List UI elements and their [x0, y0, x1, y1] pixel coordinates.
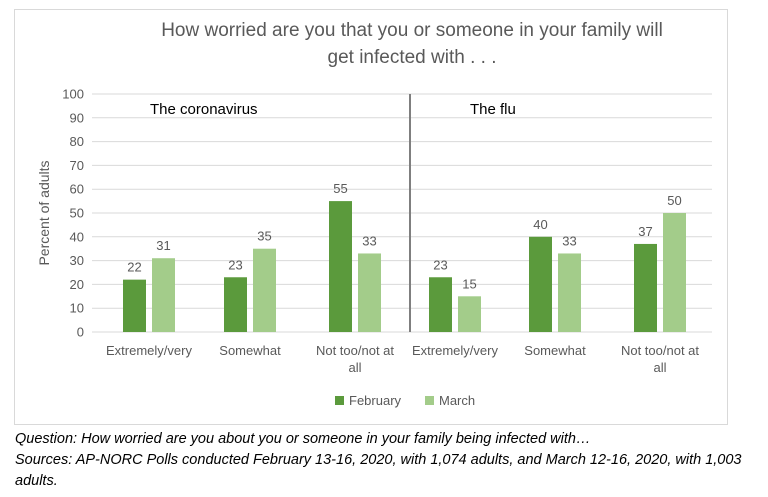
y-axis-label: Percent of adults	[36, 160, 52, 265]
caption-question: Question: How worried are you about you …	[15, 431, 591, 447]
y-tick-label-10: 10	[70, 301, 84, 316]
data-label-february-1-3: 55	[333, 181, 347, 196]
data-label-march-2-2: 33	[562, 233, 576, 248]
y-tick-label-30: 30	[70, 253, 84, 268]
y-tick-label-50: 50	[70, 206, 84, 221]
bar-february-1-2	[224, 277, 247, 332]
bar-march-1-1	[152, 258, 175, 332]
x-tick-label-2-1: Extremely/very	[412, 343, 498, 358]
data-label-march-2-1: 15	[462, 276, 476, 291]
chart-frame	[14, 9, 728, 425]
x-tick-label-1-3-line-2: all	[348, 360, 361, 375]
y-tick-label-60: 60	[70, 182, 84, 197]
legend-item-march: March	[425, 393, 475, 408]
bar-february-2-3	[634, 243, 657, 332]
y-tick-label-90: 90	[70, 110, 84, 125]
bar-march-1-3	[358, 253, 381, 332]
data-label-march-2-3: 50	[667, 193, 681, 208]
chart-title-line-1: How worried are you that you or someone …	[161, 20, 663, 41]
y-tick-label-100: 100	[62, 87, 84, 102]
data-label-february-1-1: 22	[127, 260, 141, 275]
data-label-march-1-3: 33	[362, 233, 376, 248]
data-label-february-1-2: 23	[228, 257, 242, 272]
legend-swatch-march	[425, 396, 434, 405]
data-label-march-1-2: 35	[257, 229, 271, 244]
bar-chart: 0 10 20 30 40 50 60 70 80 90 100 Percent of adults T…	[36, 87, 712, 375]
legend-label-february: February	[349, 393, 402, 408]
y-tick-label-40: 40	[70, 229, 84, 244]
x-tick-label-2-3-line-2: all	[653, 360, 666, 375]
panel-label-2: The flu	[470, 101, 516, 118]
legend-label-march: March	[439, 393, 476, 408]
x-tick-label-2-3-line-1: Not too/not at	[621, 343, 699, 358]
bar-march-2-1	[458, 296, 481, 332]
x-tick-label-1-3-line-1: Not too/not at	[316, 343, 394, 358]
y-tick-label-20: 20	[70, 277, 84, 292]
caption-sources: Sources: AP-NORC Polls conducted Februar…	[15, 452, 742, 489]
bar-march-2-2	[558, 253, 581, 332]
y-tick-label-0: 0	[77, 325, 84, 340]
x-tick-label-1-1: Extremely/very	[106, 343, 192, 358]
legend-swatch-february	[335, 396, 344, 405]
panel-label-1: The coronavirus	[150, 101, 258, 118]
bar-february-1-1	[123, 279, 146, 332]
chart-title-line-2: get infected with . . .	[327, 47, 497, 68]
data-label-february-2-2: 40	[533, 217, 547, 232]
bar-february-1-3	[329, 201, 352, 332]
x-tick-label-1-2: Somewhat	[219, 343, 281, 358]
y-tick-label-80: 80	[70, 134, 84, 149]
data-label-march-1-1: 31	[156, 238, 170, 253]
bar-march-2-3	[663, 213, 686, 332]
data-label-february-2-1: 23	[433, 257, 447, 272]
x-tick-label-2-2: Somewhat	[524, 343, 586, 358]
bar-february-2-2	[529, 236, 552, 332]
legend-item-february: February	[335, 393, 401, 408]
bar-march-1-2	[253, 248, 276, 332]
bar-february-2-1	[429, 277, 452, 332]
data-label-february-2-3: 37	[638, 224, 652, 239]
y-tick-label-70: 70	[70, 158, 84, 173]
caption: Question: How worried are you about you …	[15, 429, 765, 492]
